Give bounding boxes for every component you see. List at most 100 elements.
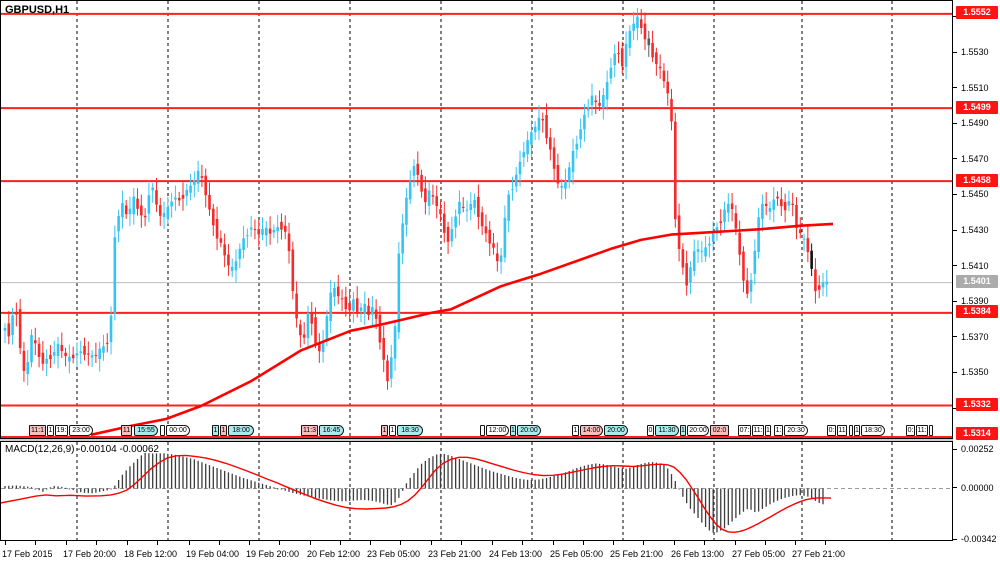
macd-histogram-bar	[106, 488, 108, 491]
event-tag[interactable]: 20:00	[517, 425, 541, 436]
macd-tick-label: -0.00342	[961, 534, 997, 545]
macd-histogram-bar	[530, 480, 533, 489]
event-tag[interactable]: 1	[680, 425, 686, 436]
event-tag[interactable]: 20:00	[687, 425, 709, 436]
candle-body	[64, 352, 67, 357]
event-tag[interactable]: 0:	[827, 425, 836, 436]
macd-histogram-bar	[379, 488, 381, 503]
candle-body	[643, 23, 647, 40]
event-tag[interactable]: 11:1	[29, 425, 46, 436]
time-tick-mark	[127, 541, 128, 545]
event-tag[interactable]: 1	[220, 425, 227, 436]
event-tag[interactable]: 18:00	[228, 425, 254, 436]
candle-body	[658, 66, 662, 69]
event-tag[interactable]: 20:00	[604, 425, 628, 436]
event-tag[interactable]: 00:00	[166, 425, 190, 436]
event-tag[interactable]: 1:	[774, 425, 783, 436]
macd-histogram-bar	[678, 488, 680, 490]
macd-histogram-bar	[99, 488, 101, 492]
macd-histogram-bar	[136, 459, 139, 489]
current-price-label[interactable]: 1.5401	[956, 275, 998, 289]
event-tag[interactable]	[929, 425, 933, 436]
candle-body	[287, 233, 291, 252]
candle-body	[575, 143, 579, 150]
event-tag[interactable]: 1	[510, 425, 516, 436]
moving-average-line[interactable]	[90, 222, 834, 437]
event-tag[interactable]: 1	[47, 425, 54, 436]
event-tag[interactable]: 11:	[916, 425, 928, 436]
event-tag[interactable]: 14:00	[580, 425, 603, 436]
candle-body	[465, 209, 469, 211]
event-tag[interactable]: 15:55	[134, 425, 158, 436]
macd-histogram-bar	[235, 475, 237, 489]
event-tag[interactable]: 18:30	[861, 425, 885, 436]
event-tag[interactable]: 1	[765, 425, 771, 436]
macd-histogram-bar	[76, 488, 78, 492]
macd-chart[interactable]	[1, 442, 952, 540]
level-price-label[interactable]: 1.5499	[956, 100, 998, 114]
candle-body	[473, 199, 476, 208]
candle-body	[571, 150, 575, 173]
event-tag[interactable]: 0	[647, 425, 654, 436]
event-tag[interactable]: 1	[212, 425, 219, 436]
event-tag[interactable]	[480, 425, 485, 436]
macd-histogram-bar	[598, 463, 601, 489]
event-tag[interactable]: 12:00	[486, 425, 509, 436]
candle-body	[121, 203, 124, 218]
event-tag[interactable]: 1	[381, 425, 388, 436]
event-tag[interactable]: 16:45	[319, 425, 344, 436]
macd-indicator-panel[interactable]: MACD(12,26,9) -0.00104 -0.00062	[0, 441, 953, 541]
event-tag[interactable]: 07:	[738, 425, 751, 436]
candle-body	[431, 195, 435, 197]
event-tag[interactable]: 1	[389, 425, 396, 436]
level-price-label[interactable]: 1.5458	[956, 173, 998, 187]
candle-body	[49, 354, 52, 360]
macd-histogram-bar	[761, 488, 764, 509]
candlestick-chart[interactable]	[1, 1, 952, 438]
event-tag[interactable]	[849, 425, 853, 436]
main-chart-panel[interactable]: GBPUSD,H1 11:1 1 19: 23:00 11 15:55 00:00 1 1 18:…	[0, 0, 953, 439]
event-tag[interactable]: 11:	[752, 425, 764, 436]
macd-histogram-bar	[273, 487, 275, 489]
macd-histogram-bar	[610, 465, 612, 489]
candle-body	[700, 250, 704, 252]
event-tag[interactable]: 11:3	[301, 425, 318, 436]
candle-body	[87, 353, 90, 355]
candle-body	[424, 188, 427, 203]
level-price-label[interactable]: 1.5332	[956, 397, 998, 411]
event-tag[interactable]: 18:30	[397, 425, 423, 436]
event-tag[interactable]: 11:30	[655, 425, 679, 436]
candle-body	[211, 208, 215, 226]
event-tag[interactable]: 23:00	[69, 425, 93, 436]
macd-histogram-bar	[159, 453, 161, 489]
candle-body	[783, 202, 787, 211]
candle-body	[253, 228, 257, 230]
candle-body	[670, 99, 673, 122]
candle-body	[730, 203, 734, 210]
event-tag[interactable]: 1	[854, 425, 860, 436]
price-tick-label: 1.5350	[961, 367, 989, 378]
candle-body	[689, 267, 692, 283]
panel-divider[interactable]	[0, 439, 953, 441]
event-tag[interactable]: 1	[572, 425, 579, 436]
macd-histogram-bar	[814, 488, 817, 501]
macd-histogram-bar	[523, 479, 525, 489]
event-tag[interactable]: 11	[837, 425, 847, 436]
event-tag[interactable]	[160, 425, 165, 436]
level-price-label[interactable]: 1.5552	[956, 6, 998, 20]
event-tag[interactable]: 20:30	[784, 425, 808, 436]
level-price-label[interactable]: 1.5384	[956, 305, 998, 319]
macd-histogram-bar	[689, 488, 692, 509]
macd-histogram-bar	[803, 488, 805, 496]
event-tag[interactable]: 19:	[55, 425, 68, 436]
macd-histogram-bar	[769, 488, 771, 505]
candle-body	[113, 237, 117, 315]
event-tag[interactable]: 0:	[906, 425, 915, 436]
candle-body	[302, 334, 306, 338]
level-price-label[interactable]: 1.5314	[956, 426, 998, 440]
event-tag[interactable]: 11	[121, 425, 132, 436]
macd-histogram-bar	[114, 485, 116, 489]
macd-histogram-bar	[152, 453, 154, 489]
macd-histogram-bar	[473, 464, 476, 489]
event-tag[interactable]: 02:0	[710, 425, 729, 436]
